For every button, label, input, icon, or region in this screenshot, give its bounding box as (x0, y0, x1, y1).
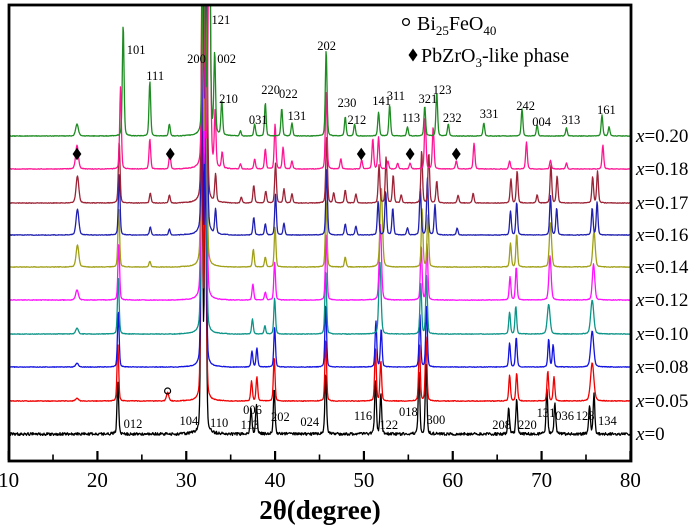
peak-label-bottom-036: 036 (555, 409, 574, 423)
peak-label-top-321: 321 (419, 92, 438, 106)
xrd-curve-0.08 (9, 26, 631, 368)
peak-label-top-210: 210 (219, 92, 238, 106)
peak-label-bottom-202: 202 (271, 410, 290, 424)
series-label-0.16: x=0.16 (635, 225, 688, 246)
peak-label-top-022: 022 (279, 87, 298, 101)
peak-label-bottom-300: 300 (426, 413, 445, 427)
peak-label-bottom-128: 128 (576, 409, 595, 423)
peak-label-bottom-024: 024 (300, 415, 320, 429)
x-axis-tick-label: 10 (0, 468, 19, 492)
xrd-curve-0.20 (9, 5, 631, 137)
x-axis-tick-label: 80 (620, 468, 641, 492)
series-label-0.14: x=0.14 (635, 257, 689, 278)
peak-label-top-002: 002 (217, 52, 236, 66)
peak-label-bottom-012: 012 (124, 417, 143, 431)
xrd-curve-0.17 (9, 5, 631, 204)
x-axis-tick-label: 20 (87, 468, 108, 492)
x-axis-tick-label: 30 (176, 468, 197, 492)
series-label-0.17: x=0.17 (635, 193, 688, 214)
peak-label-bottom-220: 220 (518, 418, 537, 432)
peak-label-bottom-134: 134 (598, 414, 618, 428)
x-axis-tick-label: 60 (442, 468, 463, 492)
legend-diamond-icon (408, 48, 418, 62)
peak-label-top-230: 230 (338, 96, 357, 110)
peak-label-bottom-006: 006 (243, 403, 262, 417)
peak-label-top-212: 212 (347, 113, 366, 127)
series-label-0.08: x=0.08 (635, 357, 688, 378)
peak-label-bottom-110: 110 (210, 416, 228, 430)
peak-label-top-311: 311 (387, 89, 405, 103)
peak-label-top-141: 141 (372, 94, 391, 108)
series-label-0.12: x=0.12 (635, 290, 688, 311)
peak-label-top-220: 220 (261, 83, 280, 97)
peak-label-top-121: 121 (212, 13, 231, 27)
peak-label-bottom-113: 113 (241, 418, 259, 432)
series-label-0.18: x=0.18 (635, 159, 688, 180)
x-axis-title: 2θ(degree) (259, 495, 381, 525)
peak-label-top-131: 131 (287, 109, 306, 123)
curves-group (9, 5, 631, 437)
peak-label-top-111: 111 (146, 69, 164, 83)
peak-label-top-113: 113 (402, 111, 420, 125)
peak-label-top-331: 331 (480, 107, 499, 121)
x-axis-tick-label: 40 (265, 468, 286, 492)
series-label-0: x=0 (635, 424, 665, 445)
diamond-phase-marker (451, 147, 461, 161)
diamond-phase-marker (356, 147, 366, 161)
xrd-curve-0.14 (9, 5, 631, 268)
peak-label-bottom-208: 208 (492, 418, 511, 432)
legend-circle-icon (401, 17, 411, 27)
peak-label-bottom-122: 122 (379, 418, 398, 432)
peak-label-top-242: 242 (516, 99, 535, 113)
peak-label-bottom-131: 131 (537, 406, 556, 420)
xrd-curve-0.12 (9, 5, 631, 301)
diamond-phase-marker (165, 147, 175, 161)
peak-label-top-313: 313 (562, 113, 581, 127)
peak-label-top-101: 101 (127, 43, 146, 57)
x-axis-tick-label: 50 (353, 468, 374, 492)
circle-phase-marker (164, 387, 172, 395)
series-label-0.10: x=0.10 (635, 324, 688, 345)
peak-label-top-031: 031 (249, 113, 268, 127)
peak-label-top-161: 161 (597, 103, 616, 117)
peak-label-top-123: 123 (433, 83, 452, 97)
plot-frame (7, 3, 633, 463)
legend-label-bi25feo40: Bi25FeO40 (417, 13, 496, 38)
peak-label-top-200: 200 (187, 52, 206, 66)
xrd-curve-0.05 (9, 67, 631, 402)
series-label-0.05: x=0.05 (635, 391, 688, 412)
peak-label-top-202: 202 (317, 39, 336, 53)
legend-label-pbzro3: PbZrO3-like phase (421, 45, 569, 70)
xrd-curve-0 (9, 103, 631, 437)
peak-label-bottom-018: 018 (399, 405, 418, 419)
xrd-curve-0.18 (9, 5, 631, 170)
peak-label-top-004: 004 (532, 115, 552, 129)
peak-label-bottom-104: 104 (180, 414, 200, 428)
xrd-curve-0.10 (9, 5, 631, 335)
xrd-curve-0.16 (9, 5, 631, 236)
peak-label-top-232: 232 (443, 111, 462, 125)
peak-label-bottom-116: 116 (354, 409, 372, 423)
series-label-0.20: x=0.20 (635, 126, 688, 147)
x-axis-tick-label: 70 (531, 468, 552, 492)
diamond-phase-marker (72, 147, 82, 161)
diamond-phase-marker (405, 147, 415, 161)
